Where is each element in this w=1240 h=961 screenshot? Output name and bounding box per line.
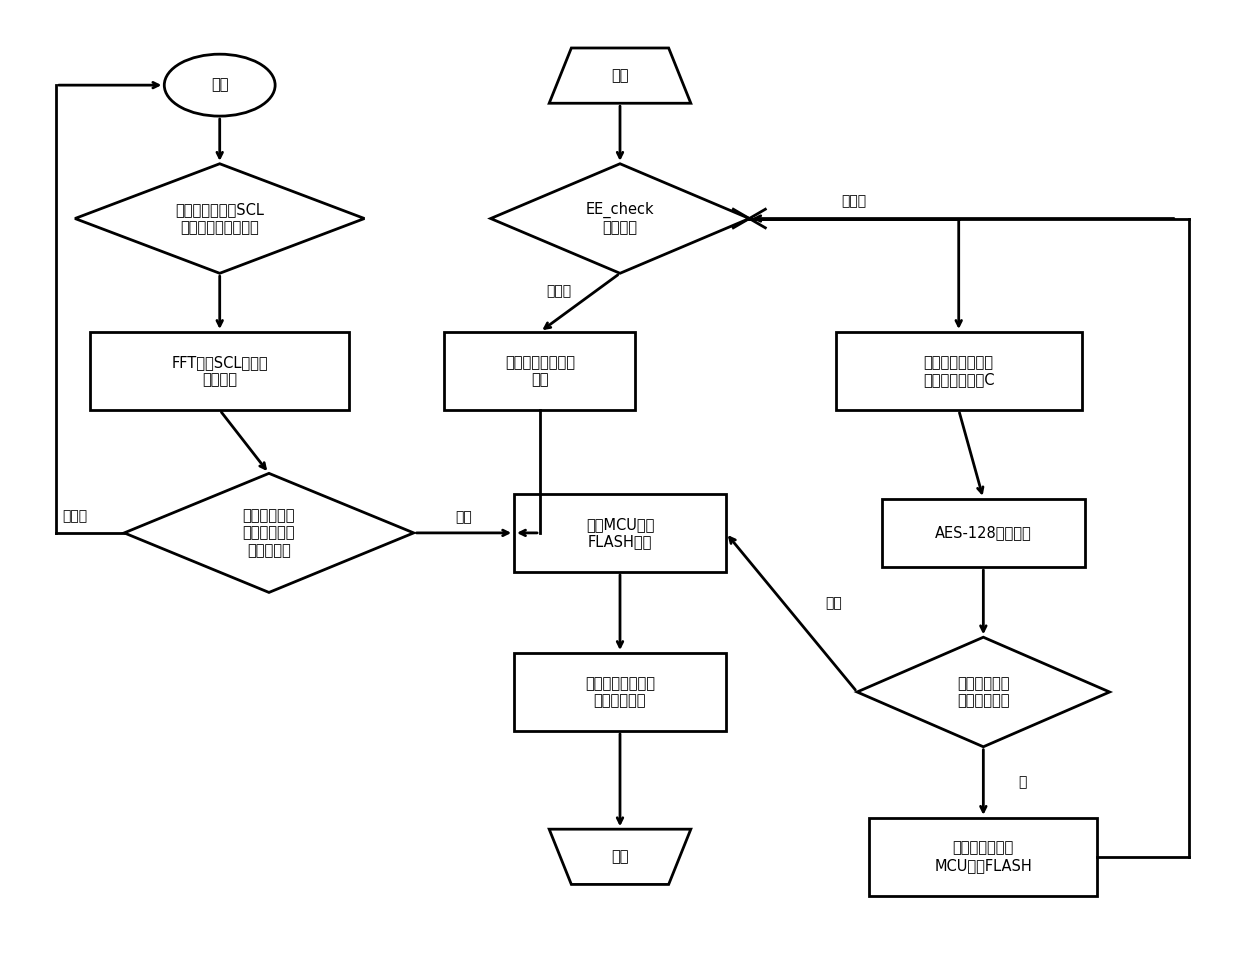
Text: 频率符合非易
失性存储器正
常操作频率: 频率符合非易 失性存储器正 常操作频率 — [243, 508, 295, 557]
Bar — [91, 332, 348, 410]
Text: 非易失性存储器被
移除: 非易失性存储器被 移除 — [505, 355, 575, 387]
Text: 开始: 开始 — [611, 68, 629, 83]
Text: 不符合: 不符合 — [62, 508, 87, 523]
Text: 备份关键数据至
MCU内部FLASH: 备份关键数据至 MCU内部FLASH — [935, 841, 1032, 873]
Text: 是: 是 — [1018, 776, 1027, 789]
Text: 读取非易失性存储
器固定地址密钥C: 读取非易失性存储 器固定地址密钥C — [923, 355, 994, 387]
Text: 触发本地及远程信
道的报警信号: 触发本地及远程信 道的报警信号 — [585, 676, 655, 708]
Text: AES-128解密函数: AES-128解密函数 — [935, 526, 1032, 540]
Text: 软件版本号与
明文数据相同: 软件版本号与 明文数据相同 — [957, 676, 1009, 708]
Text: 启用MCU内部
FLASH数据: 启用MCU内部 FLASH数据 — [585, 517, 655, 549]
Text: 高电平: 高电平 — [546, 284, 572, 298]
Text: 结束: 结束 — [611, 850, 629, 864]
Bar — [515, 494, 725, 572]
Text: 中断: 中断 — [211, 78, 228, 92]
Text: 不是: 不是 — [825, 596, 842, 610]
Text: FFT计算SCL时钟信
号线频率: FFT计算SCL时钟信 号线频率 — [171, 355, 268, 387]
Bar — [836, 332, 1081, 410]
Bar — [515, 653, 725, 731]
Text: 符合: 符合 — [455, 510, 472, 525]
Text: 低电平: 低电平 — [842, 194, 867, 209]
Text: EE_check
信号扫描: EE_check 信号扫描 — [585, 202, 655, 235]
Bar — [882, 499, 1085, 567]
Text: 非易失性存储器SCL
时钟信号线中断触发: 非易失性存储器SCL 时钟信号线中断触发 — [175, 203, 264, 234]
Bar — [444, 332, 635, 410]
Bar — [869, 818, 1097, 896]
